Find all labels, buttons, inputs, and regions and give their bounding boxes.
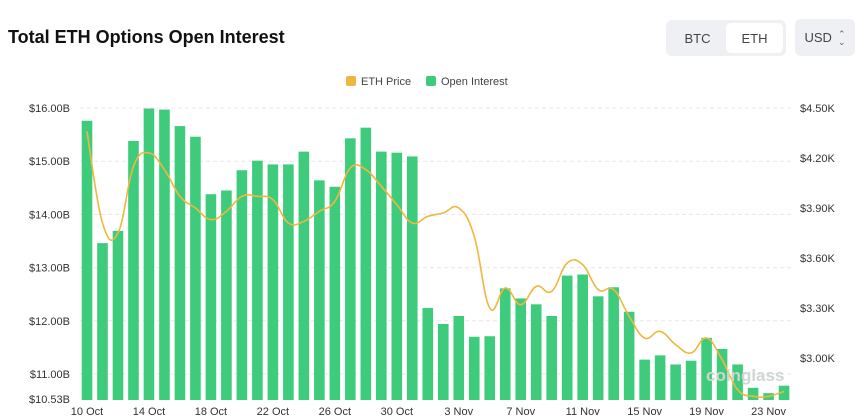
- currency-value: USD: [804, 30, 832, 45]
- oi-bar: [670, 364, 681, 400]
- oi-bar: [422, 308, 434, 400]
- oi-bar: [236, 170, 248, 400]
- oi-bar: [778, 385, 790, 400]
- oi-bar: [437, 323, 449, 400]
- oi-bar: [484, 336, 496, 400]
- right-axis-tick-label: $4.20K: [800, 153, 836, 165]
- oi-bar: [716, 348, 728, 400]
- right-axis-tick-label: $4.50K: [800, 103, 836, 115]
- coin-toggle: BTC ETH: [666, 20, 786, 56]
- left-axis-tick-label: $10.53B: [29, 394, 70, 406]
- left-axis-tick-label: $13.00B: [29, 263, 70, 275]
- oi-bar: [190, 136, 201, 400]
- right-axis-tick-label: $3.00K: [800, 353, 836, 365]
- oi-bar: [81, 120, 93, 400]
- currency-select[interactable]: USD ⌃ ⌄: [795, 19, 855, 56]
- left-axis-tick-label: $15.00B: [29, 156, 70, 168]
- oi-bar: [530, 304, 542, 400]
- x-axis-tick-label: 14 Oct: [133, 406, 165, 418]
- oi-bar: [732, 364, 743, 400]
- legend-label-eth-price: ETH Price: [361, 76, 411, 88]
- x-axis-tick-label: 30 Oct: [381, 406, 413, 418]
- right-axis-tick-label: $3.30K: [800, 303, 836, 315]
- watermark: coinglass: [706, 366, 784, 385]
- oi-bar: [391, 152, 403, 400]
- oi-bar: [468, 336, 480, 400]
- x-axis-tick-label: 7 Nov: [506, 406, 535, 418]
- left-axis-tick-label: $14.00B: [29, 209, 70, 221]
- oi-bar: [97, 243, 108, 400]
- x-axis-tick-label: 22 Oct: [257, 406, 289, 418]
- oi-bar: [205, 194, 217, 400]
- left-axis-tick-label: $12.00B: [29, 316, 70, 328]
- oi-bar: [546, 316, 557, 400]
- oi-bar: [314, 180, 325, 400]
- legend-swatch-open-interest: [426, 76, 436, 86]
- oi-bar: [159, 109, 170, 400]
- oi-bar: [329, 186, 341, 400]
- oi-bar: [143, 108, 155, 401]
- x-axis-tick-label: 18 Oct: [195, 406, 227, 418]
- oi-bar: [128, 140, 139, 400]
- oi-bar: [283, 164, 294, 400]
- x-axis-tick-label: 11 Nov: [566, 406, 601, 418]
- page-title: Total ETH Options Open Interest: [8, 27, 285, 47]
- left-axis-tick-label: $16.00B: [29, 103, 70, 115]
- oi-bar: [592, 296, 604, 400]
- x-axis-tick-label: 10 Oct: [71, 406, 103, 418]
- legend-label-open-interest: Open Interest: [441, 76, 508, 88]
- oi-bar: [499, 288, 511, 400]
- x-axis-tick-label: 26 Oct: [319, 406, 351, 418]
- legend-swatch-eth-price: [346, 76, 356, 86]
- oi-bar: [577, 274, 588, 400]
- oi-bar: [608, 287, 619, 400]
- oi-bar: [515, 298, 527, 400]
- oi-bar: [685, 360, 697, 400]
- tab-eth[interactable]: ETH: [726, 23, 783, 53]
- oi-bar: [747, 387, 759, 400]
- oi-bar: [701, 337, 712, 400]
- tab-btc[interactable]: BTC: [684, 30, 711, 46]
- eth-price-line: [86, 131, 785, 399]
- x-axis-tick-label: 3 Nov: [444, 406, 473, 418]
- oi-bar: [639, 359, 650, 400]
- x-axis-tick-label: 15 Nov: [627, 406, 662, 418]
- oi-bar: [221, 190, 232, 400]
- left-axis-tick-label: $11.00B: [30, 369, 70, 381]
- oi-bar: [453, 316, 465, 400]
- chevron-up-down-icon: ⌃ ⌄: [837, 28, 846, 47]
- oi-bar: [298, 151, 310, 400]
- oi-bar: [654, 355, 666, 400]
- oi-bar: [360, 127, 372, 401]
- oi-bar: [174, 126, 186, 400]
- oi-bar: [561, 275, 573, 400]
- x-axis-tick-label: 19 Nov: [689, 406, 724, 418]
- oi-bar: [267, 164, 279, 400]
- x-axis-tick-label: 23 Nov: [751, 406, 786, 418]
- oi-bar: [112, 230, 124, 400]
- oi-bar: [252, 160, 263, 400]
- oi-bar: [345, 138, 356, 400]
- oi-bar: [406, 156, 418, 400]
- right-axis-tick-label: $3.90K: [800, 203, 836, 215]
- oi-bar: [376, 151, 387, 400]
- oi-bar: [623, 311, 635, 400]
- right-axis-tick-label: $3.60K: [800, 253, 836, 265]
